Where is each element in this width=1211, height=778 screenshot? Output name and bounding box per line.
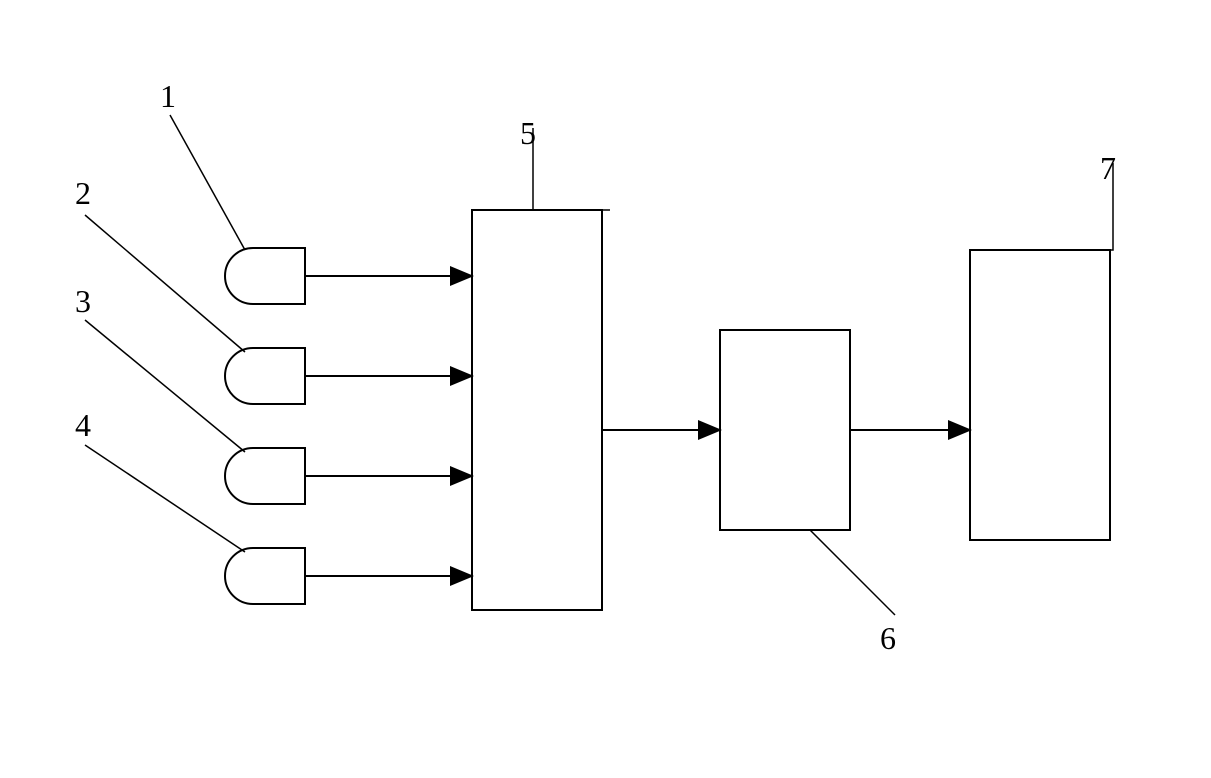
node-label: 2 (75, 175, 91, 212)
node-label: 5 (520, 115, 536, 152)
leader-line (85, 445, 245, 552)
node-label: 4 (75, 407, 91, 444)
sensor-node (225, 548, 305, 604)
block-node (720, 330, 850, 530)
sensor-node (225, 248, 305, 304)
node-label: 7 (1100, 150, 1116, 187)
sensor-node (225, 448, 305, 504)
block-diagram (0, 0, 1211, 778)
node-label: 6 (880, 620, 896, 657)
leader-line (85, 215, 245, 352)
leader-line (170, 115, 245, 250)
leader-line (85, 320, 245, 452)
sensor-node (225, 348, 305, 404)
leader-line (750, 530, 895, 615)
leader-line (533, 128, 610, 210)
node-label: 1 (160, 78, 176, 115)
block-node (472, 210, 602, 610)
block-node (970, 250, 1110, 540)
node-label: 3 (75, 283, 91, 320)
